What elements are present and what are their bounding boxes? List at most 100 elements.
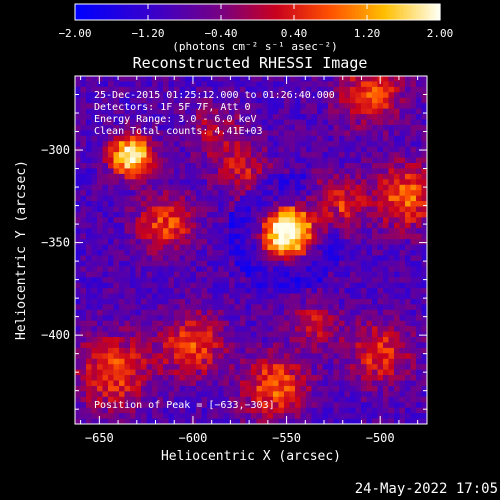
heatmap-cell (185, 315, 191, 322)
heatmap-cell (86, 97, 92, 104)
heatmap-cell (394, 320, 400, 327)
heatmap-cell (251, 250, 257, 256)
heatmap-cell (278, 195, 285, 202)
heatmap-cell (256, 413, 263, 419)
heatmap-cell (113, 228, 120, 235)
heatmap-cell (130, 124, 136, 131)
heatmap-cell (306, 179, 312, 186)
heatmap-cell (102, 114, 109, 120)
heatmap-cell (102, 130, 109, 137)
heatmap-cell (399, 407, 406, 414)
heatmap-cell (256, 163, 263, 169)
heatmap-cell (86, 277, 92, 284)
heatmap-cell (185, 124, 191, 131)
heatmap-cell (377, 211, 384, 218)
heatmap-cell (339, 255, 345, 262)
heatmap-cell (234, 239, 241, 245)
heatmap-cell (135, 222, 142, 229)
heatmap-cell (102, 385, 109, 392)
heatmap-cell (185, 184, 191, 191)
heatmap-cell (185, 288, 191, 294)
colorbar-swatch (409, 4, 414, 20)
heatmap-cell (273, 391, 279, 398)
heatmap-cell (256, 255, 263, 262)
heatmap-cell (119, 358, 125, 365)
heatmap-cell (91, 114, 98, 120)
heatmap-cell (394, 407, 400, 414)
heatmap-cell (278, 152, 285, 158)
heatmap-cell (344, 342, 351, 349)
heatmap-cell (234, 179, 241, 186)
colorbar-swatch (330, 4, 335, 20)
heatmap-cell (185, 239, 191, 245)
heatmap-cell (377, 114, 384, 120)
heatmap-cell (328, 228, 334, 235)
heatmap-cell (207, 282, 213, 289)
heatmap-cell (322, 201, 329, 207)
heatmap-cell (179, 260, 186, 267)
heatmap-cell (344, 369, 351, 376)
heatmap-cell (207, 369, 213, 376)
heatmap-cell (278, 190, 285, 197)
heatmap-cell (372, 385, 378, 392)
heatmap-cell (212, 255, 219, 262)
heatmap-cell (289, 266, 296, 273)
heatmap-cell (405, 282, 411, 289)
heatmap-cell (300, 114, 307, 120)
heatmap-cell (333, 320, 340, 327)
heatmap-cell (201, 407, 208, 414)
heatmap-cell (234, 97, 241, 104)
heatmap-cell (383, 190, 389, 197)
heatmap-cell (108, 347, 114, 354)
heatmap-cell (196, 358, 202, 365)
heatmap-cell (416, 108, 422, 115)
heatmap-cell (350, 184, 356, 191)
heatmap-cell (377, 255, 384, 262)
heatmap-cell (229, 233, 235, 240)
heatmap-cell (229, 146, 235, 153)
heatmap-cell (124, 413, 131, 419)
heatmap-cell (102, 184, 109, 191)
heatmap-cell (273, 315, 279, 322)
heatmap-cell (317, 391, 323, 398)
heatmap-cell (207, 103, 213, 110)
heatmap-cell (394, 298, 400, 305)
heatmap-cell (201, 168, 208, 175)
heatmap-cell (355, 255, 362, 262)
heatmap-cell (152, 206, 158, 213)
heatmap-cell (152, 130, 158, 137)
heatmap-cell (284, 266, 290, 273)
heatmap-cell (399, 391, 406, 398)
heatmap-cell (410, 124, 417, 131)
heatmap-cell (399, 298, 406, 305)
colorbar-swatch (315, 4, 319, 20)
heatmap-cell (174, 250, 180, 256)
colorbar-swatch (290, 4, 295, 20)
colorbar-swatch (318, 4, 322, 20)
heatmap-cell (383, 402, 389, 409)
heatmap-cell (245, 141, 252, 148)
heatmap-cell (328, 146, 334, 153)
heatmap-cell (328, 375, 334, 381)
heatmap-cell (339, 407, 345, 414)
heatmap-cell (102, 282, 109, 289)
heatmap-cell (416, 271, 422, 278)
heatmap-cell (300, 141, 307, 148)
heatmap-cell (190, 326, 197, 332)
heatmap-cell (201, 141, 208, 148)
heatmap-cell (185, 364, 191, 371)
heatmap-cell (289, 163, 296, 169)
heatmap-cell (196, 157, 202, 164)
heatmap-cell (399, 86, 406, 93)
heatmap-cell (108, 179, 114, 186)
heatmap-cell (229, 353, 235, 360)
heatmap-cell (410, 375, 417, 381)
colorbar-swatch (102, 4, 107, 20)
heatmap-cell (168, 331, 175, 338)
heatmap-cell (251, 315, 257, 322)
heatmap-cell (113, 195, 120, 202)
heatmap-cell (135, 380, 142, 387)
heatmap-cell (278, 364, 285, 371)
heatmap-cell (306, 201, 312, 207)
heatmap-cell (339, 326, 345, 332)
